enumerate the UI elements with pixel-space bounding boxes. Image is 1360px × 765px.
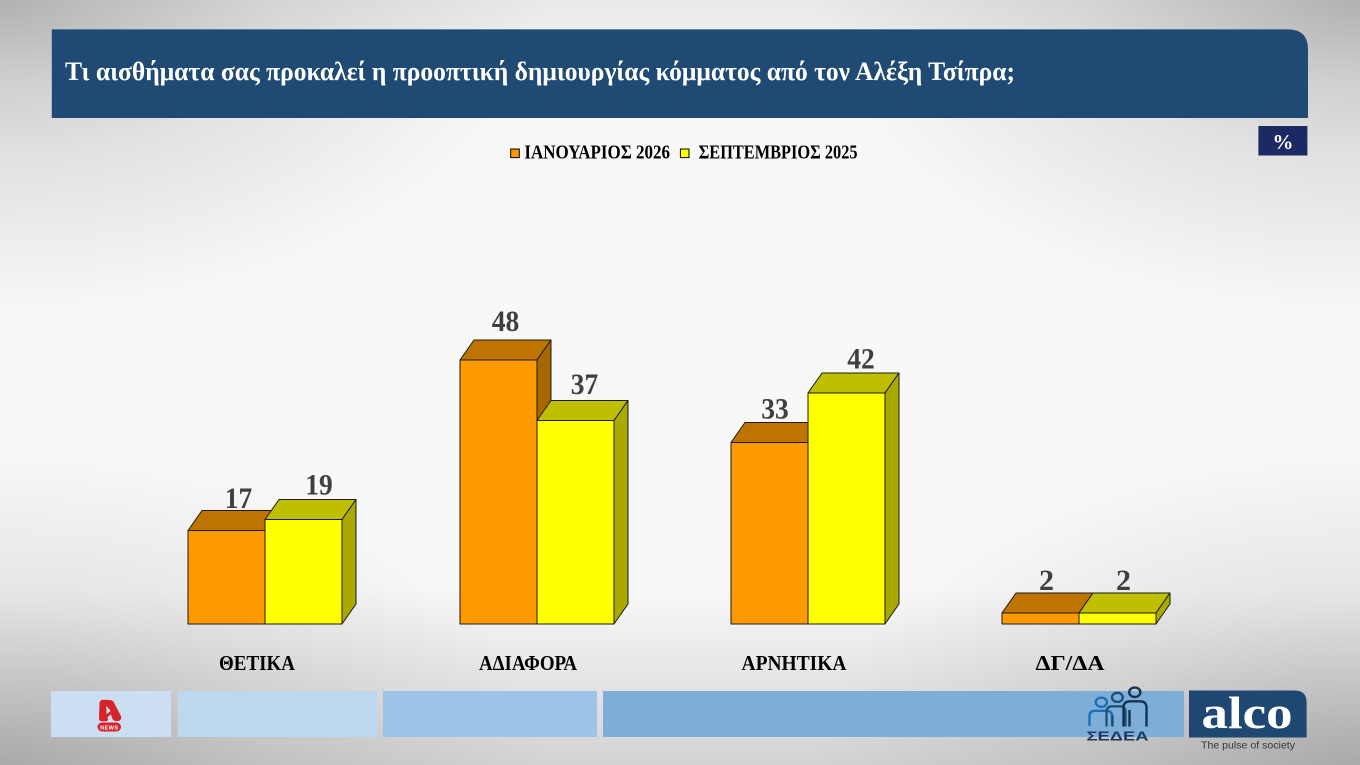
- svg-text:ΔΓ/ΔΑ: ΔΓ/ΔΑ: [1036, 651, 1106, 675]
- svg-text:33: 33: [761, 393, 789, 426]
- svg-text:Τι αισθήματα σας προκαλεί η πρ: Τι αισθήματα σας προκαλεί η προοπτική δη…: [65, 57, 1015, 86]
- svg-text:%: %: [1273, 130, 1294, 154]
- svg-text:2: 2: [1039, 564, 1054, 597]
- svg-text:17: 17: [225, 482, 253, 515]
- svg-text:The pulse of society: The pulse of society: [1201, 741, 1295, 752]
- svg-text:48: 48: [492, 305, 520, 338]
- svg-text:42: 42: [847, 343, 875, 376]
- svg-text:NEWS: NEWS: [100, 726, 118, 732]
- svg-text:2: 2: [1116, 564, 1131, 597]
- svg-text:ΑΡΝΗΤΙΚΑ: ΑΡΝΗΤΙΚΑ: [742, 651, 848, 675]
- svg-text:alco: alco: [1202, 688, 1293, 738]
- svg-text:ΑΔΙΑΦΟΡΑ: ΑΔΙΑΦΟΡΑ: [479, 651, 578, 675]
- svg-text:ΘΕΤΙΚΑ: ΘΕΤΙΚΑ: [219, 651, 296, 675]
- svg-text:19: 19: [305, 469, 333, 502]
- svg-text:37: 37: [571, 368, 599, 401]
- svg-text:ΙΑΝΟΥΑΡΙΟΣ 2026: ΙΑΝΟΥΑΡΙΟΣ 2026: [524, 141, 670, 163]
- svg-text:ΣΕΔΕΑ: ΣΕΔΕΑ: [1087, 729, 1150, 744]
- svg-text:ΣΕΠΤΕΜΒΡΙΟΣ 2025: ΣΕΠΤΕΜΒΡΙΟΣ 2025: [699, 141, 858, 163]
